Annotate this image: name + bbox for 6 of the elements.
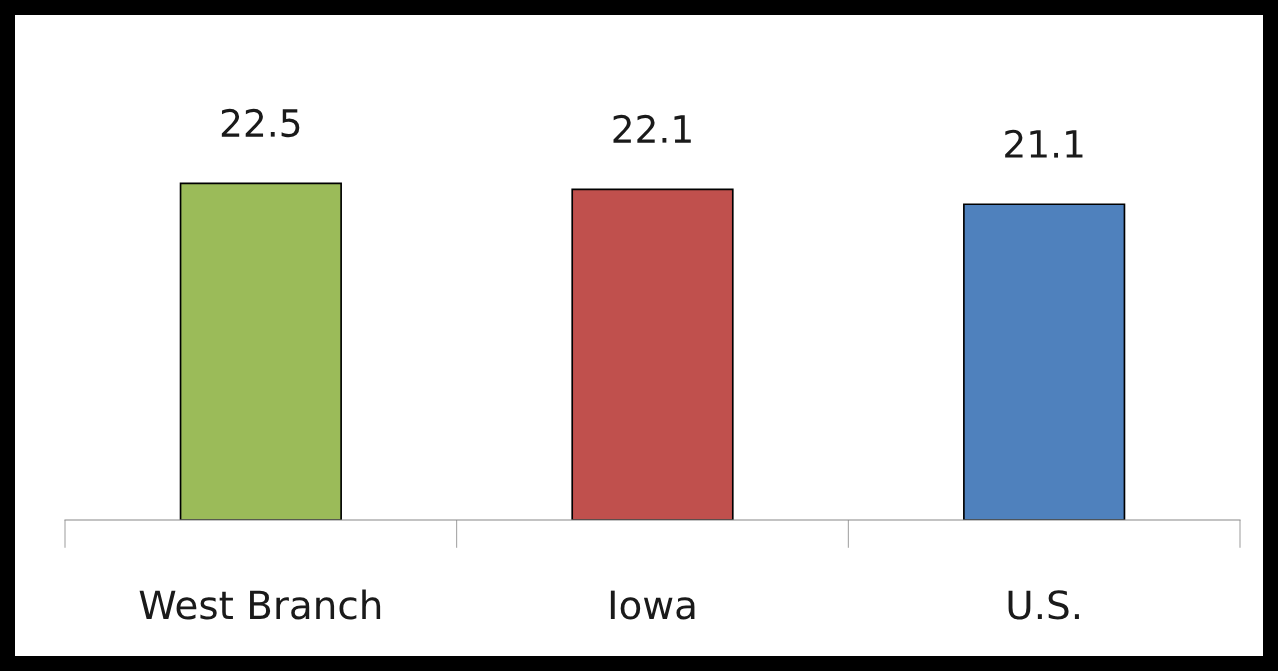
data-label: 22.5: [221, 108, 300, 138]
data-label: 22.1: [613, 114, 691, 143]
data-label: 21.1: [1005, 129, 1083, 158]
x-tick-label: Iowa: [610, 590, 695, 620]
x-tick-label: West Branch: [139, 589, 381, 620]
x-tick-label: U.S.: [1008, 590, 1079, 620]
